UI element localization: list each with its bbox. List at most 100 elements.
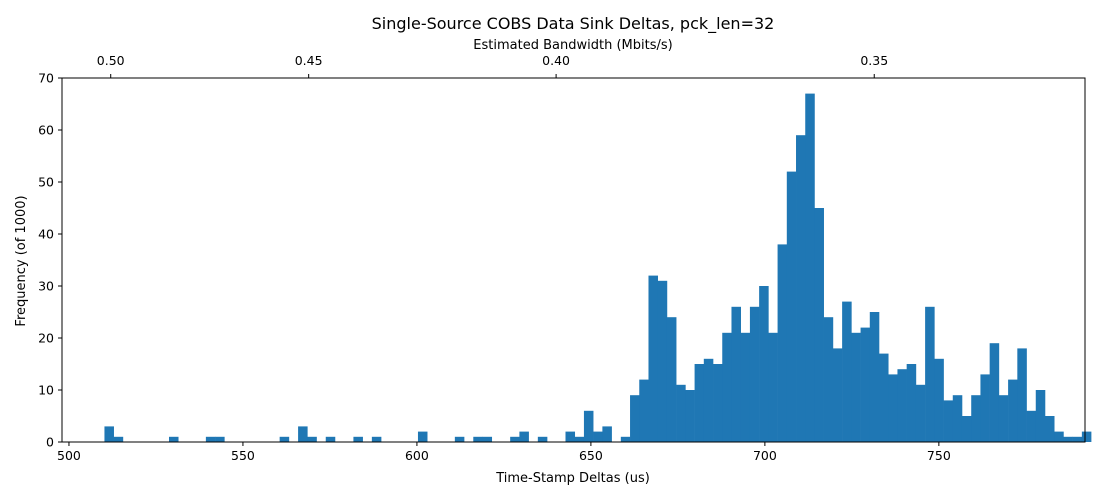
histogram-bar [1008, 379, 1018, 442]
histogram-bar [832, 348, 843, 442]
y-tick-label: 30 [38, 279, 54, 294]
y-tick-label: 70 [38, 71, 54, 86]
histogram-bar [749, 306, 760, 442]
histogram-bar [768, 332, 778, 442]
histogram-bar [676, 384, 686, 442]
y-tick-label: 10 [38, 383, 54, 398]
x-tick-label: 550 [231, 448, 255, 463]
histogram-bar [583, 410, 594, 442]
histogram-bar [168, 436, 179, 442]
histogram-bar [298, 426, 308, 442]
histogram-bar [777, 244, 788, 442]
histogram-bar [842, 301, 852, 442]
histogram-bar [925, 306, 935, 442]
chart-title: Single-Source COBS Data Sink Deltas, pck… [372, 14, 775, 34]
y-tick-label: 60 [38, 123, 54, 138]
y-axis-label: Frequency (of 1000) [14, 195, 29, 326]
histogram-bar [1035, 390, 1046, 442]
histogram-bar [814, 208, 824, 442]
histogram-bar [1026, 410, 1037, 442]
histogram-bar [915, 384, 926, 442]
histogram-bar [786, 171, 797, 442]
histogram-bar [989, 343, 1000, 442]
histogram-bar [510, 436, 520, 442]
histogram-bar [325, 436, 336, 442]
secondary-x-tick-label: 0.40 [542, 53, 570, 68]
histogram-bar [860, 327, 871, 442]
histogram-bar [943, 400, 954, 442]
secondary-x-axis: 0.550.500.450.400.35 [97, 53, 888, 78]
histogram-bar [998, 395, 1009, 442]
secondary-x-tick-label: 0.35 [860, 53, 888, 68]
y-tick-label: 0 [46, 435, 54, 450]
histogram-bar [519, 431, 529, 442]
histogram-bar [620, 436, 631, 442]
histogram-bar [823, 317, 834, 442]
histogram-bar [205, 436, 216, 442]
histogram-bar [648, 275, 659, 442]
histogram-bar [104, 426, 114, 442]
histogram-bar [565, 431, 576, 442]
x-axis: 500 550 600 650 700 750 [57, 442, 951, 463]
histogram-bar [888, 374, 898, 442]
histogram-bar [934, 358, 944, 442]
histogram-bar [1063, 436, 1073, 442]
histogram-bar [805, 93, 815, 442]
histogram-bar [454, 436, 465, 442]
histogram-bar [851, 332, 861, 442]
histogram-bar [980, 374, 990, 442]
histogram-bar [657, 280, 668, 442]
histogram-bar [694, 364, 705, 442]
histogram-bar [666, 317, 677, 442]
histogram-bar [952, 395, 963, 442]
y-tick-label: 40 [38, 227, 54, 242]
histogram-bar [353, 436, 363, 442]
histogram-bar [961, 416, 972, 442]
histogram-bar [537, 436, 548, 442]
histogram-bar [1044, 416, 1055, 442]
histogram-bar [482, 436, 493, 442]
x-axis-label: Time-Stamp Deltas (us) [495, 471, 650, 486]
histogram-bar [307, 436, 317, 442]
x-tick-label: 750 [927, 448, 951, 463]
histogram-bar [740, 332, 751, 442]
histogram-bar [906, 364, 917, 442]
histogram-bar [417, 431, 428, 442]
histogram-bar [602, 426, 612, 442]
histogram-bar [713, 364, 723, 442]
x-tick-label: 500 [57, 448, 81, 463]
x-tick-label: 650 [579, 448, 603, 463]
histogram-bar [703, 358, 714, 442]
histogram-bar [630, 395, 640, 442]
y-tick-label: 50 [38, 175, 54, 190]
histogram-bar [574, 436, 585, 442]
histogram-bar [215, 436, 225, 442]
histogram-bar [897, 369, 907, 442]
histogram-bar [731, 306, 741, 442]
histogram-bar [869, 312, 880, 442]
x-tick-label: 700 [753, 448, 777, 463]
histogram-bar [371, 436, 382, 442]
histogram-bar [639, 379, 649, 442]
histogram-bar [279, 436, 290, 442]
secondary-x-axis-label: Estimated Bandwidth (Mbits/s) [473, 38, 672, 53]
histogram-bar [473, 436, 483, 442]
plot-frame [61, 77, 1086, 443]
histogram-bar [593, 431, 603, 442]
histogram-bar [796, 135, 806, 442]
secondary-x-tick-label: 0.45 [295, 53, 323, 68]
histogram-bar [1081, 431, 1092, 442]
histogram-bar [1054, 431, 1064, 442]
histogram-bar [971, 395, 981, 442]
y-tick-label: 20 [38, 331, 54, 346]
bars-group [104, 93, 1092, 442]
histogram-bar [879, 353, 889, 442]
histogram-bar [1072, 436, 1083, 442]
secondary-x-tick-label: 0.50 [97, 53, 125, 68]
histogram-bar [113, 436, 124, 442]
histogram-bar [722, 332, 732, 442]
x-tick-label: 600 [405, 448, 429, 463]
y-axis: 0 10 20 30 40 50 60 70 [38, 71, 62, 450]
histogram-bar [685, 390, 695, 442]
